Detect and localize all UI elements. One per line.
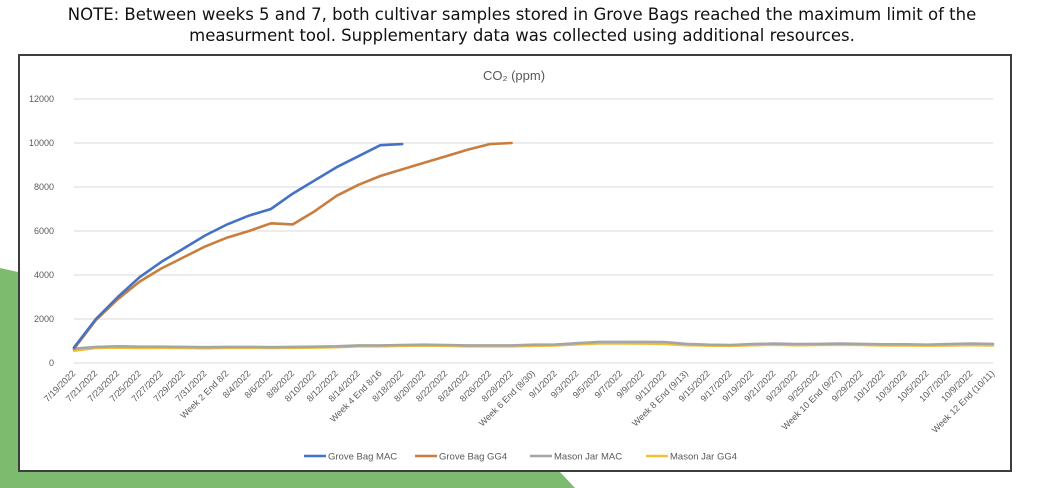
legend-label: Mason Jar GG4: [670, 452, 737, 463]
series-lines: [72, 141, 995, 353]
y-tick-label: 6000: [34, 226, 54, 236]
gridlines: [74, 98, 993, 364]
series-line-mason-jar-mac: [72, 340, 995, 351]
y-axis-ticks: 0 2000 4000 6000 8000 10000 12000: [29, 94, 54, 368]
x-axis-ticks: 7/19/20227/21/20227/23/20227/25/20227/27…: [42, 368, 996, 435]
series-line-grove-bag-mac: [72, 142, 404, 349]
y-tick-label: 10000: [29, 138, 54, 148]
y-tick-label: 8000: [34, 182, 54, 192]
chart-title: CO₂ (ppm): [483, 68, 545, 83]
note-line-2: measurment tool. Supplementary data was …: [189, 26, 855, 45]
legend-label: Grove Bag MAC: [328, 452, 397, 463]
chart-frame: CO₂ (ppm) 0 2000 4000 6000 8000 10000 12000 7/…: [18, 54, 1012, 472]
y-tick-label: 0: [49, 358, 54, 368]
y-tick-label: 12000: [29, 94, 54, 104]
co2-line-chart: CO₂ (ppm) 0 2000 4000 6000 8000 10000 12000 7/…: [29, 68, 996, 463]
y-tick-label: 4000: [34, 270, 54, 280]
legend-label: Grove Bag GG4: [439, 452, 507, 463]
legend-label: Mason Jar MAC: [554, 452, 622, 463]
note-line-1: NOTE: Between weeks 5 and 7, both cultiv…: [67, 5, 977, 24]
y-tick-label: 2000: [34, 314, 54, 324]
series-line-grove-bag-gg4: [72, 141, 513, 351]
note-text: NOTE: Between weeks 5 and 7, both cultiv…: [0, 4, 1044, 46]
legend: Grove Bag MAC Grove Bag GG4 Mason Jar MAC M…: [304, 452, 737, 463]
